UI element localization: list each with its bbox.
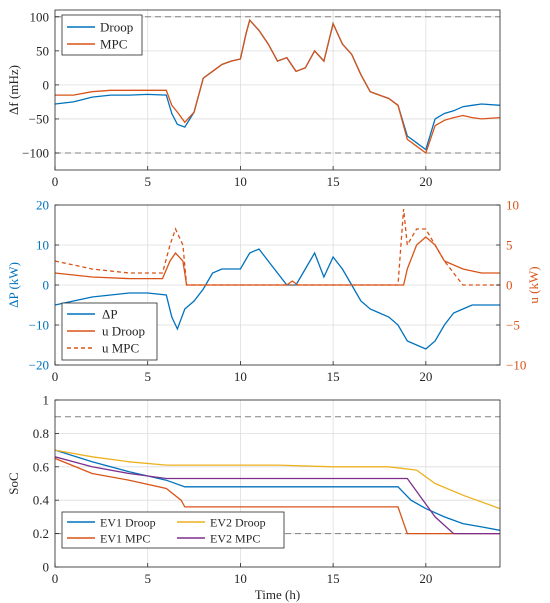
y-right-tick-label: −10 bbox=[506, 358, 526, 373]
series-line-ev1-mpc bbox=[55, 457, 500, 535]
legend-label: ΔP bbox=[102, 307, 118, 322]
x-axis-label: Time (h) bbox=[255, 587, 300, 602]
y-right-tick-label: 10 bbox=[506, 198, 519, 213]
legend-label: MPC bbox=[100, 37, 127, 52]
y-right-tick-label: 5 bbox=[506, 238, 513, 253]
legend-label: u MPC bbox=[102, 341, 139, 356]
series-line-mpc bbox=[55, 18, 500, 155]
y-tick-label: 0.2 bbox=[33, 526, 49, 541]
series-line-u-mpc bbox=[55, 208, 500, 286]
legend-label: u Droop bbox=[102, 324, 145, 339]
y-axis-label: Δf (mHz) bbox=[6, 65, 21, 115]
legend-box bbox=[61, 14, 143, 56]
x-tick-label: 15 bbox=[327, 174, 340, 189]
legend: Droop MPC bbox=[61, 14, 143, 56]
legend-label: EV2 MPC bbox=[210, 532, 260, 546]
legend-box bbox=[61, 511, 285, 549]
legend: ΔP u Droop u MPC bbox=[61, 302, 158, 361]
legend-label: Droop bbox=[100, 20, 133, 35]
y-tick-label: −20 bbox=[29, 358, 49, 373]
series-line-ev1-droop bbox=[55, 449, 500, 531]
legend-label: EV1 Droop bbox=[100, 516, 156, 530]
legend-label: EV1 MPC bbox=[100, 532, 150, 546]
x-tick-label: 15 bbox=[327, 571, 340, 586]
x-tick-label: 0 bbox=[52, 571, 59, 586]
y-tick-label: −50 bbox=[29, 111, 49, 126]
y-tick-label: 1 bbox=[43, 393, 50, 408]
x-tick-label: 10 bbox=[234, 369, 247, 384]
x-tick-label: 5 bbox=[144, 174, 151, 189]
x-tick-label: 20 bbox=[419, 571, 432, 586]
x-tick-label: 0 bbox=[52, 369, 59, 384]
y-tick-label: 50 bbox=[36, 43, 49, 58]
y-right-tick-label: −5 bbox=[506, 318, 520, 333]
y-tick-label: 10 bbox=[36, 238, 49, 253]
y-tick-label: 20 bbox=[36, 198, 49, 213]
x-tick-label: 20 bbox=[419, 174, 432, 189]
series-line-ev2-droop bbox=[55, 449, 500, 510]
y-tick-label: −10 bbox=[29, 318, 49, 333]
chart-panel-2: 0 5 10 15 20 −20 −10 0 10 20 −10 −5 0 5 10 u (kW) ΔP (kW… bbox=[6, 198, 541, 385]
chart-panel-1: 0 5 10 15 20 −100 −50 0 50 100 Δf (mHz) Droop MPC bbox=[6, 9, 501, 189]
y-tick-label: −100 bbox=[22, 145, 49, 160]
y-tick-label: 0.6 bbox=[33, 459, 50, 474]
y-right-tick-label: 0 bbox=[506, 278, 513, 293]
x-tick-label: 10 bbox=[234, 174, 247, 189]
series-line-u-droop bbox=[55, 236, 500, 286]
y-axis-label: SoC bbox=[6, 472, 21, 494]
x-tick-label: 5 bbox=[144, 369, 151, 384]
series-line--p bbox=[55, 248, 500, 350]
x-tick-label: 0 bbox=[52, 174, 59, 189]
x-tick-label: 20 bbox=[419, 369, 432, 384]
legend: EV1 Droop EV1 MPC EV2 Droop EV2 MPC bbox=[61, 511, 285, 549]
x-tick-label: 5 bbox=[144, 571, 151, 586]
y-tick-label: 100 bbox=[30, 9, 50, 24]
series-line-ev2-mpc bbox=[55, 456, 500, 535]
y-tick-label: 0.8 bbox=[33, 426, 49, 441]
axes-frame bbox=[54, 399, 501, 568]
y-tick-label: 0 bbox=[43, 278, 50, 293]
x-tick-label: 15 bbox=[327, 369, 340, 384]
chart-panel-3: 0 5 10 15 20 0 0.2 0.4 0.6 0.8 1 SoC Time (h) EV1 Dro… bbox=[6, 393, 501, 602]
axes-frame bbox=[54, 9, 501, 171]
x-tick-label: 10 bbox=[234, 571, 247, 586]
y-axis-label: ΔP (kW) bbox=[6, 262, 21, 308]
y-tick-label: 0 bbox=[43, 560, 50, 575]
y-tick-label: 0 bbox=[43, 77, 50, 92]
legend-label: EV2 Droop bbox=[210, 516, 266, 530]
y-axis-right-label: u (kW) bbox=[526, 266, 541, 303]
y-tick-label: 0.4 bbox=[33, 493, 50, 508]
